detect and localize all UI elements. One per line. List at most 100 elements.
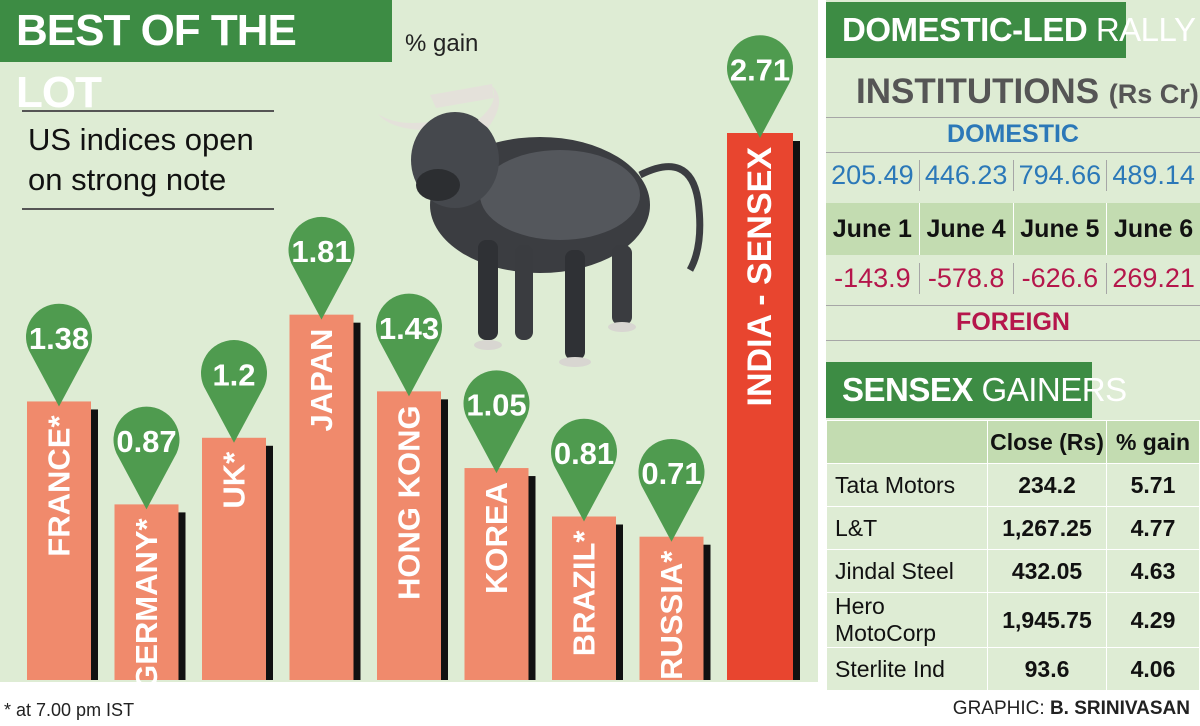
- col-header-close: Close (Rs): [987, 420, 1107, 464]
- close-price: 234.2: [987, 463, 1107, 507]
- value-pin: [551, 418, 617, 522]
- institutions-title: INSTITUTIONS (Rs Cr): [856, 72, 1199, 112]
- domestic-value: 794.66: [1012, 160, 1107, 191]
- stock-name: Tata Motors: [826, 463, 988, 507]
- category-label: INDIA - SENSEX: [741, 147, 779, 407]
- table-row: Sterlite Ind 93.6 4.06: [826, 647, 1200, 691]
- value-pin: [638, 438, 705, 542]
- value-pin: [200, 340, 267, 443]
- value-label: 0.71: [641, 456, 701, 491]
- col-header-gain: % gain: [1106, 420, 1200, 464]
- subtitle-rule-top: [22, 110, 274, 112]
- bar-germany: [114, 504, 179, 680]
- close-price: 93.6: [987, 647, 1107, 691]
- credit-name: B. SRINIVASAN: [1049, 698, 1190, 719]
- bar-japan: [289, 314, 354, 680]
- gainers-header: SENSEX GAINERS: [826, 362, 1127, 418]
- value-label: 0.87: [116, 424, 176, 459]
- value-pin: [727, 35, 793, 138]
- value-label: 1.81: [291, 234, 351, 269]
- date-row: June 1 June 4 June 5 June 6: [826, 203, 1200, 255]
- date-label: June 6: [1106, 203, 1200, 255]
- divider: [826, 152, 1200, 153]
- category-label: GERMANY*: [129, 517, 164, 688]
- stock-name: Hero MotoCorp: [826, 592, 988, 648]
- category-label: HONG KONG: [392, 405, 427, 600]
- pct-gain: 4.29: [1106, 592, 1200, 648]
- graphic-credit: GRAPHIC: B. SRINIVASAN: [953, 698, 1190, 720]
- domestic-value: 489.14: [1106, 160, 1200, 191]
- gainers-table: Close (Rs) % gain Tata Motors 234.2 5.71 L&…: [826, 420, 1200, 691]
- bar-russia: [639, 536, 704, 680]
- value-pin: [376, 293, 443, 397]
- bar-korea: [464, 468, 529, 680]
- stock-name: Jindal Steel: [826, 549, 988, 593]
- rally-header: DOMESTIC-LED RALLY: [826, 2, 1196, 58]
- table-row: Tata Motors 234.2 5.71: [826, 463, 1200, 507]
- divider: [826, 340, 1200, 341]
- pct-gain: 5.71: [1106, 463, 1200, 507]
- bull-illustration: [378, 84, 704, 367]
- divider: [826, 117, 1200, 118]
- date-label: June 5: [1012, 203, 1107, 255]
- footnote: * at 7.00 pm IST: [4, 700, 135, 720]
- institutions-unit: (Rs Cr): [1108, 79, 1199, 109]
- close-price: 432.05: [987, 549, 1107, 593]
- value-pin: [113, 406, 180, 510]
- date-label: June 1: [832, 215, 912, 243]
- institutions-label: INSTITUTIONS: [856, 72, 1100, 111]
- domestic-value: 205.49: [831, 160, 914, 190]
- rally-title-bold: DOMESTIC-LED: [842, 11, 1088, 48]
- foreign-label: FOREIGN: [956, 308, 1070, 336]
- stock-name: L&T: [826, 506, 988, 550]
- category-label: UK*: [217, 451, 252, 509]
- chart-title: BEST OF THE LOT: [0, 0, 392, 117]
- category-label: BRAZIL*: [567, 530, 602, 657]
- gainers-header-row: Close (Rs) % gain: [826, 420, 1200, 464]
- col-header-name: [826, 420, 988, 464]
- unit-label: % gain: [405, 30, 479, 57]
- close-price: 1,945.75: [987, 592, 1107, 648]
- domestic-value: 446.23: [918, 160, 1013, 191]
- credit-label: GRAPHIC:: [952, 698, 1045, 719]
- gainers-title-rest: GAINERS: [972, 371, 1128, 408]
- pct-gain: 4.77: [1106, 506, 1200, 550]
- pct-gain: 4.06: [1106, 647, 1200, 691]
- domestic-values-row: 205.49 446.23 794.66 489.14: [826, 160, 1200, 191]
- value-label: 1.43: [379, 311, 439, 346]
- category-label: KOREA: [479, 482, 514, 594]
- gainers-title-bold: SENSEX: [842, 371, 973, 408]
- chart-subtitle: US indices open on strong note: [28, 122, 254, 197]
- bar-uk: [202, 437, 266, 680]
- domestic-label: DOMESTIC: [947, 120, 1079, 148]
- bar-france: [27, 401, 91, 680]
- table-row: L&T 1,267.25 4.77: [826, 506, 1200, 550]
- category-label: FRANCE*: [42, 415, 77, 557]
- rally-title-rest: RALLY: [1087, 11, 1196, 48]
- pct-gain: 4.63: [1106, 549, 1200, 593]
- value-label: 1.05: [466, 388, 526, 423]
- foreign-values-row: -143.9 -578.8 -626.6 269.21: [826, 263, 1200, 294]
- value-pin: [26, 303, 92, 407]
- category-label: JAPAN: [304, 329, 339, 432]
- category-label: RUSSIA*: [654, 550, 689, 680]
- table-row: Hero MotoCorp 1,945.75 4.29: [826, 592, 1200, 648]
- value-label: 0.81: [554, 436, 614, 471]
- value-label: 1.2: [212, 357, 255, 392]
- subtitle-rule-bottom: [22, 208, 274, 210]
- foreign-value: -143.9: [834, 263, 911, 293]
- value-pin: [288, 216, 355, 320]
- bar-hong-kong: [377, 391, 441, 680]
- value-pin: [463, 370, 530, 474]
- bar-brazil: [552, 516, 616, 680]
- bar-india-sensex: [727, 133, 793, 680]
- value-label: 1.38: [29, 321, 89, 356]
- table-row: Jindal Steel 432.05 4.63: [826, 549, 1200, 593]
- bar-chart: FRANCE* 1.38 GERMANY* 0.87 UK* 1.2 JAPAN 1.81 HO…: [26, 35, 800, 688]
- foreign-value: -578.8: [918, 263, 1013, 294]
- value-label: 2.71: [730, 53, 790, 88]
- foreign-value: 269.21: [1106, 263, 1200, 294]
- foreign-value: -626.6: [1012, 263, 1107, 294]
- close-price: 1,267.25: [987, 506, 1107, 550]
- side-panel: DOMESTIC-LED RALLY INSTITUTIONS (Rs Cr) …: [826, 0, 1200, 691]
